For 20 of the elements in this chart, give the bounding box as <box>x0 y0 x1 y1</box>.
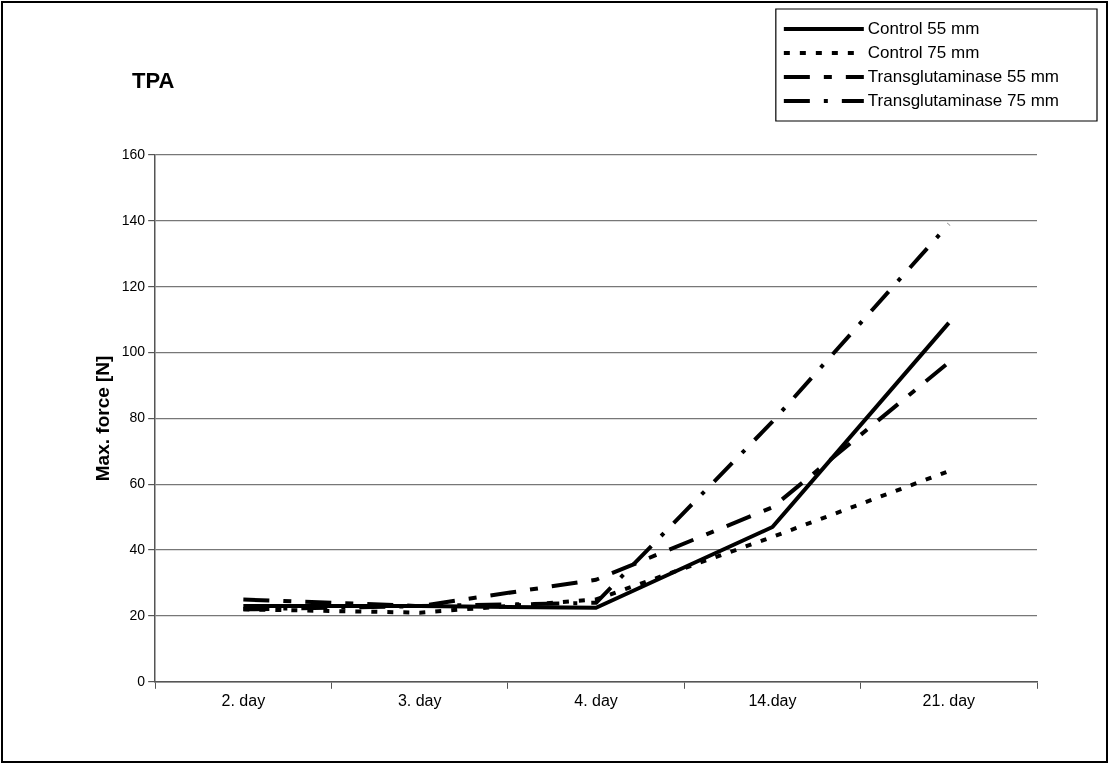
chart-title: TPA <box>132 68 175 94</box>
y-tick-label: 80 <box>129 409 146 426</box>
x-tick-label: 3. day <box>397 691 442 709</box>
legend-label: Control 55 mm <box>867 18 980 38</box>
legend-label: Transglutaminase 75 mm <box>867 90 1059 110</box>
y-axis-title: Max. force [N] <box>91 355 113 482</box>
y-tick-label: 60 <box>129 475 146 492</box>
y-tick-label: 160 <box>121 145 146 162</box>
x-tick-label: 4. day <box>574 691 618 709</box>
legend-label: Transglutaminase 55 mm <box>867 66 1059 86</box>
y-tick-label: 140 <box>121 211 146 228</box>
y-tick-label: 20 <box>129 606 146 623</box>
y-tick-label: 100 <box>121 343 146 360</box>
y-tick-label: 0 <box>137 672 146 689</box>
y-tick-label: 120 <box>121 277 146 294</box>
x-tick-label: 14.day <box>748 691 797 709</box>
legend-label: Control 75 mm <box>867 42 980 62</box>
x-tick-label: 21. day <box>922 691 976 709</box>
y-tick-label: 40 <box>129 540 146 557</box>
x-tick-label: 2. day <box>221 691 266 709</box>
